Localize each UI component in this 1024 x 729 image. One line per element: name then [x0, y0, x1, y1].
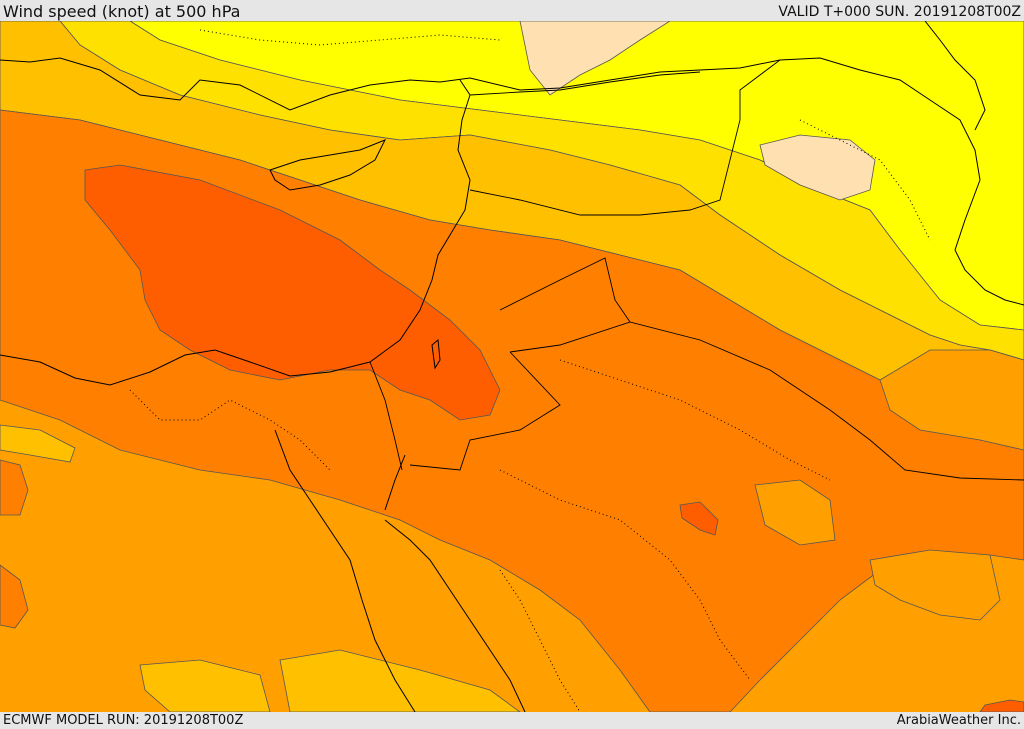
patch-gold-west	[0, 424, 76, 463]
patch-orange-far-east	[869, 549, 1001, 621]
map-canvas	[0, 21, 1024, 712]
coastline-gulf-suez	[384, 454, 406, 511]
patch-gold-south	[139, 659, 271, 712]
coastline-red-sea-west	[274, 429, 416, 712]
patch-orange-south-east	[754, 479, 836, 546]
patch-dark-west	[0, 564, 29, 629]
border-saudi-iraq	[629, 321, 1024, 481]
coastline-turkey	[0, 57, 781, 111]
border-egypt-israel	[369, 361, 403, 471]
border-turkey-syria	[469, 71, 701, 96]
footer-bar: ECMWF MODEL RUN: 20191208T00Z ArabiaWeat…	[0, 712, 1024, 729]
map-title: Wind speed (knot) at 500 hPa	[3, 2, 241, 21]
coastline-cyprus	[269, 139, 387, 191]
patch-peach-east	[759, 134, 876, 201]
border-jordan-saudi-south	[409, 351, 561, 471]
band-red-orange-core	[84, 164, 501, 421]
admin-lines-saudi-2	[559, 359, 831, 481]
valid-time: VALID T+000 SUN. 20191208T00Z	[778, 4, 1021, 20]
patch-peach-north	[519, 21, 671, 96]
provider-label: ArabiaWeather Inc.	[896, 713, 1021, 728]
coastline-persian-gulf	[779, 57, 1024, 306]
coastline-caspian	[924, 21, 986, 131]
patch-red-small	[679, 501, 719, 536]
coastline-red-sea-east	[384, 519, 526, 712]
patch-red-corner	[979, 699, 1024, 712]
border-jordan-saudi	[499, 257, 631, 353]
coastline-mediterranean-south	[0, 79, 471, 386]
patch-gold-south-mid	[279, 649, 521, 712]
patch-orange-east	[879, 349, 1024, 451]
header-bar: Wind speed (knot) at 500 hPa VALID T+000…	[0, 0, 1024, 21]
patch-dark-west-2	[0, 459, 29, 516]
model-run-label: ECMWF MODEL RUN: 20191208T00Z	[3, 713, 244, 728]
wind-speed-map	[0, 21, 1024, 712]
admin-lines-south	[499, 569, 581, 712]
coastline-dead-sea	[431, 339, 441, 370]
border-iraq-syria	[469, 59, 781, 216]
